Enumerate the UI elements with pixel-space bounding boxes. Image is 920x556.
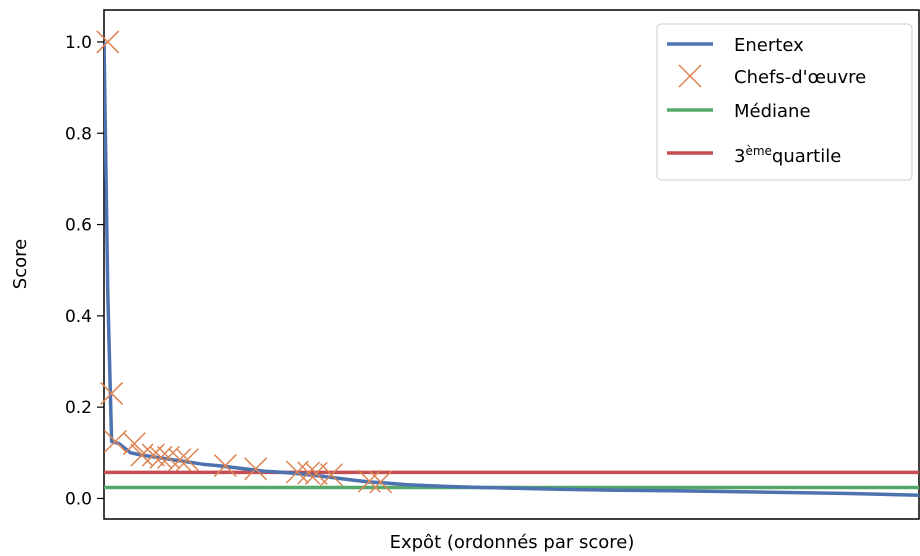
chefs-doeuvre-marker (213, 454, 237, 478)
legend-swatch-chefs-doeuvre (678, 64, 702, 88)
y-tick-label: 0.8 (65, 124, 92, 144)
y-tick-label: 1.0 (65, 33, 92, 53)
y-tick-label: 0.6 (65, 216, 92, 236)
y-axis: 0.0 0.2 0.4 0.6 0.8 1.0 (65, 33, 104, 509)
chefs-doeuvre-marker (130, 443, 154, 467)
plot-frame (103, 9, 920, 520)
y-tick-label: 0.2 (65, 398, 92, 418)
chefs-doeuvre-marker (369, 470, 393, 494)
chefs-doeuvre-marker (297, 461, 321, 485)
chefs-doeuvre-marker (285, 460, 309, 484)
chefs-doeuvre-marker (357, 469, 381, 493)
chefs-doeuvre-marker (96, 30, 120, 54)
chefs-doeuvre-series (96, 30, 393, 494)
x-axis-label: Expôt (ordonnés par score) (390, 532, 635, 553)
chefs-doeuvre-marker (149, 445, 173, 469)
chefs-doeuvre-marker (100, 381, 124, 405)
legend-label-chefs-doeuvre: Chefs-d'œuvre (734, 67, 866, 88)
chefs-doeuvre-marker (103, 429, 127, 453)
legend-label-enertex: Enertex (734, 35, 804, 56)
chefs-doeuvre-marker (122, 432, 146, 456)
chefs-doeuvre-marker (244, 457, 268, 481)
legend: Enertex Chefs-d'œuvre Médiane 3èmequarti… (656, 23, 913, 181)
chefs-doeuvre-marker (141, 443, 165, 467)
y-axis-label: Score (10, 239, 31, 289)
chefs-doeuvre-marker (175, 448, 199, 472)
legend-box (656, 23, 913, 181)
chefs-doeuvre-marker (319, 463, 343, 487)
chefs-doeuvre-marker (168, 448, 192, 472)
y-tick-label: 0.4 (65, 307, 92, 327)
y-tick-label: 0.0 (65, 489, 92, 509)
legend-label-mediane: Médiane (734, 101, 811, 122)
legend-label-quartile: 3èmequartile (734, 144, 841, 167)
reference-lines (104, 470, 919, 490)
